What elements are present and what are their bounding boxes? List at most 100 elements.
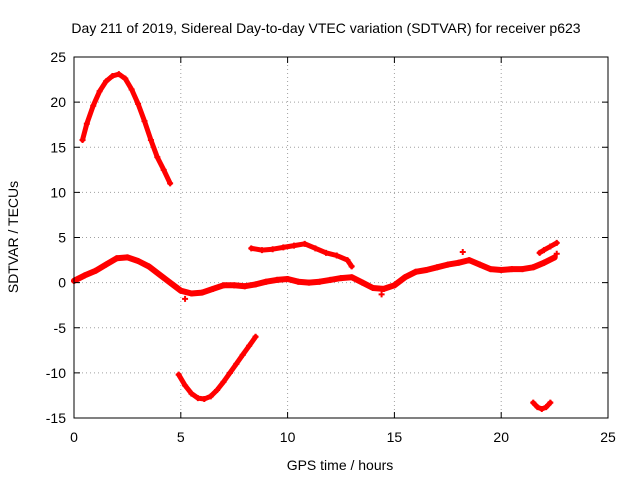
- tick-marks: [73, 56, 609, 419]
- x-tick-label: 5: [177, 429, 185, 445]
- y-tick-label: 10: [50, 184, 66, 200]
- data-point: [177, 287, 184, 294]
- data-point: [188, 290, 195, 297]
- data-point: [175, 371, 182, 378]
- data-point: [128, 86, 135, 93]
- data-point: [508, 266, 515, 273]
- data-point: [209, 285, 216, 292]
- data-point: [273, 276, 280, 283]
- x-tick-label: 20: [493, 429, 509, 445]
- data-point: [258, 247, 265, 254]
- data-point: [160, 166, 167, 173]
- gridlines: [74, 57, 608, 418]
- data-point: [540, 259, 547, 266]
- data-point: [291, 242, 298, 249]
- data-point: [167, 279, 174, 286]
- data-point: [90, 102, 97, 109]
- series-trace: [71, 254, 558, 297]
- data-point: [444, 261, 451, 268]
- data-point: [498, 266, 505, 273]
- data-point: [553, 239, 560, 246]
- data-point: [252, 281, 259, 288]
- data-point: [284, 276, 291, 283]
- series-outliers: [182, 248, 560, 302]
- data-point: [246, 342, 253, 349]
- y-tick-label: 0: [58, 275, 66, 291]
- data-point: [412, 268, 419, 275]
- data-point: [534, 404, 541, 411]
- data-point: [316, 278, 323, 285]
- data-point: [156, 271, 163, 278]
- data-point: [280, 244, 287, 251]
- data-point: [476, 261, 483, 268]
- data-point: [199, 289, 206, 296]
- data-point: [96, 88, 103, 95]
- data-point: [201, 396, 208, 403]
- y-tick-label: -5: [54, 320, 67, 336]
- data-point: [79, 137, 86, 144]
- data-point: [135, 100, 142, 107]
- data-point: [301, 240, 308, 247]
- data-point: [530, 399, 537, 406]
- data-point: [348, 263, 355, 270]
- series-middle-arc: [248, 240, 355, 270]
- data-point: [182, 295, 189, 302]
- series-right-top: [536, 239, 560, 256]
- data-point: [370, 285, 377, 292]
- data-point: [233, 360, 240, 367]
- x-tick-label: 25: [600, 429, 616, 445]
- data-point: [323, 249, 330, 256]
- data-point: [231, 282, 238, 289]
- data-point: [455, 259, 462, 266]
- data-point: [145, 263, 152, 270]
- series-upper-arc: [79, 71, 174, 187]
- data-point: [263, 278, 270, 285]
- data-point: [226, 369, 233, 376]
- data-point: [124, 254, 131, 261]
- data-point: [327, 276, 334, 283]
- data-point: [167, 180, 174, 187]
- data-point: [182, 382, 189, 389]
- y-axis-label: SDTVAR / TECUs: [5, 181, 21, 293]
- x-tick-label: 15: [387, 429, 403, 445]
- data-point: [338, 275, 344, 282]
- data-point: [115, 71, 122, 78]
- data-point: [391, 282, 398, 289]
- data-point: [154, 154, 161, 161]
- data-point: [122, 75, 129, 82]
- data-point: [113, 255, 120, 262]
- data-point: [188, 390, 195, 397]
- data-point: [543, 404, 550, 411]
- data-point: [103, 78, 110, 85]
- data-point: [466, 257, 473, 264]
- x-tick-label: 10: [280, 429, 296, 445]
- data-point: [194, 395, 201, 402]
- data-point: [348, 274, 355, 281]
- data-point: [252, 333, 259, 340]
- y-tick-label: -10: [46, 365, 66, 381]
- data-point: [536, 249, 543, 256]
- data-point: [553, 250, 560, 257]
- data-point: [81, 272, 88, 279]
- series-layer: [71, 71, 560, 412]
- data-point: [530, 264, 537, 271]
- data-point: [423, 266, 430, 273]
- data-point: [147, 137, 154, 144]
- data-point: [269, 246, 276, 253]
- data-point: [220, 378, 227, 385]
- data-point: [551, 254, 558, 261]
- data-point: [547, 399, 554, 406]
- y-tick-label: -15: [46, 410, 66, 426]
- data-point: [248, 245, 255, 252]
- data-point: [83, 120, 90, 127]
- data-point: [459, 248, 466, 255]
- data-point: [378, 291, 385, 298]
- data-point: [547, 243, 554, 250]
- data-point: [295, 278, 302, 285]
- data-point: [305, 279, 312, 286]
- data-point: [239, 351, 246, 358]
- x-tick-label: 0: [70, 429, 78, 445]
- data-point: [487, 266, 494, 273]
- data-point: [434, 264, 441, 271]
